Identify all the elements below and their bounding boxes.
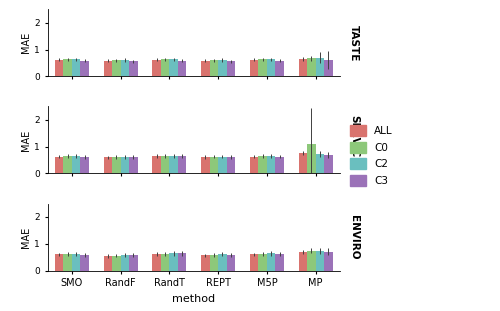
Bar	[120, 60, 129, 76]
Bar	[129, 255, 138, 271]
Bar	[55, 254, 64, 271]
Text: TASTE: TASTE	[349, 25, 359, 61]
Bar	[307, 251, 316, 271]
Bar	[178, 61, 186, 76]
Bar	[64, 254, 72, 271]
Bar	[80, 255, 89, 271]
Bar	[210, 156, 218, 174]
Bar	[112, 157, 120, 174]
Bar	[72, 254, 80, 271]
Bar	[210, 255, 218, 271]
Bar	[201, 61, 209, 76]
Bar	[201, 157, 209, 174]
Bar	[276, 61, 284, 76]
Bar	[258, 59, 267, 76]
Bar	[226, 61, 235, 76]
Bar	[324, 155, 332, 174]
Bar	[267, 156, 276, 174]
Bar	[80, 157, 89, 174]
Bar	[161, 254, 170, 271]
Bar	[55, 156, 64, 174]
Bar	[104, 61, 112, 76]
Bar	[226, 157, 235, 174]
Bar	[178, 253, 186, 271]
Bar	[307, 144, 316, 174]
Bar	[112, 256, 120, 271]
Bar	[250, 60, 258, 76]
Bar	[324, 252, 332, 271]
Bar	[258, 156, 267, 174]
Bar	[218, 156, 226, 174]
Bar	[226, 255, 235, 271]
Bar	[298, 59, 307, 76]
Bar	[218, 60, 226, 76]
Bar	[161, 156, 170, 174]
Bar	[324, 60, 332, 76]
Bar	[129, 61, 138, 76]
Bar	[307, 58, 316, 76]
Bar	[104, 157, 112, 174]
Bar	[250, 156, 258, 174]
Bar	[120, 157, 129, 174]
Bar	[152, 60, 161, 76]
Legend: ALL, C0, C2, C3: ALL, C0, C2, C3	[350, 125, 393, 186]
Bar	[258, 254, 267, 271]
Bar	[170, 156, 178, 174]
Bar	[298, 153, 307, 174]
Bar	[250, 254, 258, 271]
Bar	[161, 59, 170, 76]
Bar	[112, 60, 120, 76]
Bar	[316, 251, 324, 271]
Bar	[72, 59, 80, 76]
Y-axis label: MAE: MAE	[22, 129, 32, 151]
Bar	[298, 252, 307, 271]
Bar	[267, 59, 276, 76]
Text: ENVIRO: ENVIRO	[349, 215, 359, 259]
Bar	[80, 61, 89, 76]
Bar	[120, 255, 129, 271]
Y-axis label: MAE: MAE	[22, 32, 32, 53]
Bar	[152, 156, 161, 174]
Y-axis label: MAE: MAE	[22, 226, 32, 248]
Bar	[201, 255, 209, 271]
Bar	[72, 156, 80, 174]
Bar	[316, 58, 324, 76]
Bar	[104, 256, 112, 271]
Bar	[218, 254, 226, 271]
X-axis label: method: method	[172, 294, 216, 304]
Bar	[152, 254, 161, 271]
Bar	[267, 253, 276, 271]
Bar	[170, 59, 178, 76]
Bar	[276, 254, 284, 271]
Bar	[276, 156, 284, 174]
Text: SERVICE: SERVICE	[349, 115, 359, 165]
Bar	[210, 60, 218, 76]
Bar	[129, 157, 138, 174]
Bar	[170, 253, 178, 271]
Bar	[316, 154, 324, 174]
Bar	[64, 59, 72, 76]
Bar	[178, 156, 186, 174]
Bar	[55, 60, 64, 76]
Bar	[64, 156, 72, 174]
